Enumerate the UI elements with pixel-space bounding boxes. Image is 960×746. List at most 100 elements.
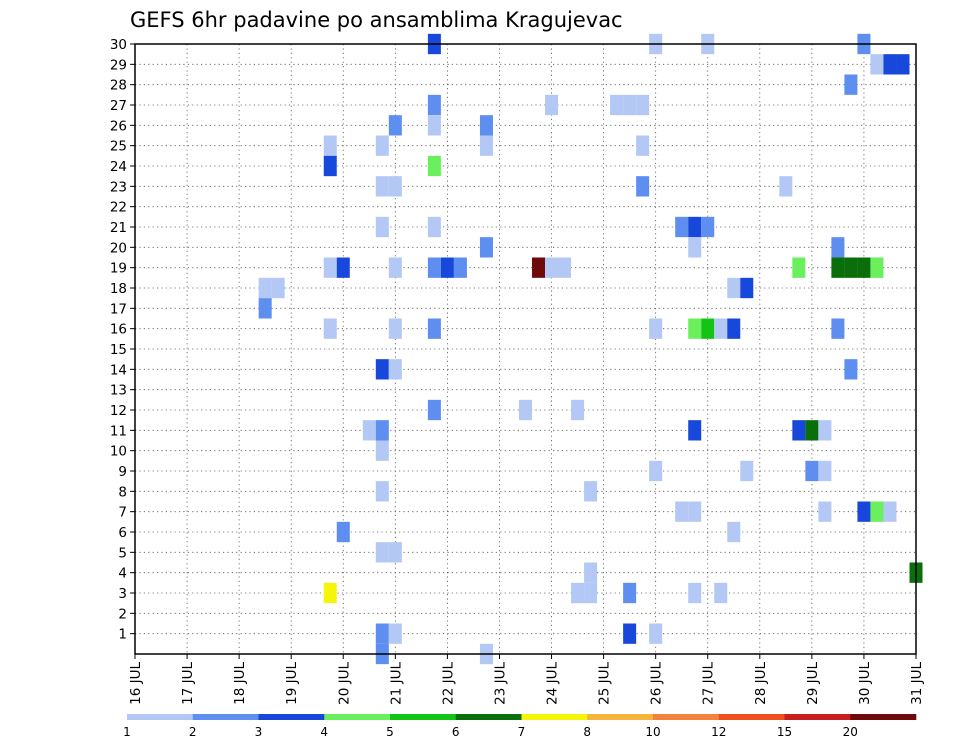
x-axis: 16 JUL 17 JUL 18 JUL 19 JUL 20 JUL 21 JUL 22 J…: [128, 654, 925, 705]
y-tick-label: 5: [118, 545, 127, 561]
x-tick-label: 16 JUL: [128, 662, 144, 705]
precip-cell: [818, 460, 832, 482]
colorbar-segment: [192, 714, 259, 720]
precip-cell: [323, 318, 337, 339]
y-tick-label: 24: [110, 159, 127, 175]
colorbar-label: 20: [843, 725, 858, 739]
precip-cell: [649, 460, 663, 482]
precip-cell: [818, 501, 832, 522]
precip-cell: [323, 155, 337, 177]
y-tick-label: 2: [118, 606, 127, 622]
colorbar-segment: [258, 714, 325, 720]
precip-cell: [623, 94, 637, 116]
precip-cell: [831, 237, 845, 258]
precip-cell: [584, 562, 598, 583]
x-tick-label: 25 JUL: [597, 662, 613, 705]
precip-cell: [323, 582, 337, 604]
precip-cell: [701, 318, 715, 339]
precip-cell: [375, 440, 389, 461]
chart-title: GEFS 6hr padavine po ansamblima Kragujev…: [130, 8, 623, 32]
y-tick-label: 21: [110, 220, 127, 236]
colorbar-label: 8: [583, 725, 591, 739]
colorbar-segment: [521, 714, 588, 720]
precip-cell: [388, 623, 402, 644]
colorbar-label: 6: [452, 725, 460, 739]
y-tick-label: 7: [118, 505, 127, 521]
colorbar-label: 10: [645, 725, 660, 739]
precip-cell: [375, 420, 389, 441]
precip-cell: [727, 521, 741, 543]
precip-cell: [440, 257, 454, 278]
y-tick-label: 28: [110, 78, 127, 94]
colorbar-label: 12: [711, 725, 726, 739]
precip-cell: [636, 135, 650, 156]
precip-cell: [805, 460, 819, 482]
x-tick-label: 17 JUL: [180, 662, 196, 705]
precip-cell: [323, 135, 337, 156]
x-tick-label: 24 JUL: [545, 662, 561, 705]
colorbar-label: 3: [255, 725, 263, 739]
precip-cell: [688, 216, 702, 238]
precip-cell: [740, 277, 754, 299]
precip-cell: [375, 623, 389, 644]
precip-cell: [375, 216, 389, 238]
precip-cell: [362, 420, 376, 441]
precip-cell: [870, 54, 884, 75]
y-tick-label: 8: [118, 484, 127, 500]
precip-cell: [388, 257, 402, 278]
precip-cell: [479, 115, 493, 136]
precip-cell: [896, 54, 910, 75]
precip-cell: [271, 277, 285, 299]
precip-cell: [727, 277, 741, 299]
colorbar-segment: [324, 714, 391, 720]
precip-cell: [688, 237, 702, 258]
y-tick-label: 15: [110, 342, 127, 358]
precip-cell: [545, 94, 559, 116]
y-tick-label: 18: [110, 281, 127, 297]
precip-cell: [675, 216, 689, 238]
precip-cell: [427, 94, 441, 116]
precip-cell: [375, 135, 389, 156]
y-tick-label: 16: [110, 322, 127, 338]
precip-cell: [427, 115, 441, 136]
x-tick-label: 28 JUL: [753, 662, 769, 705]
precip-cell: [623, 582, 637, 604]
colorbar-segment: [587, 714, 654, 720]
colorbar-label: 2: [189, 725, 197, 739]
x-tick-label: 30 JUL: [857, 662, 873, 705]
precip-cell: [831, 318, 845, 339]
precip-cell: [258, 277, 272, 299]
x-tick-label: 22 JUL: [440, 662, 456, 705]
precip-cell: [336, 521, 350, 543]
y-tick-label: 6: [118, 525, 127, 541]
precip-cell: [844, 74, 858, 95]
y-tick-label: 3: [118, 586, 127, 602]
precip-cell: [427, 257, 441, 278]
precip-cell: [792, 420, 806, 441]
precip-cell: [571, 399, 585, 421]
precip-cell: [727, 318, 741, 339]
precip-cell: [675, 501, 689, 522]
y-tick-label: 26: [110, 118, 127, 134]
y-tick-label: 22: [110, 200, 127, 216]
precip-cell: [388, 542, 402, 563]
x-tick-label: 27 JUL: [701, 662, 717, 705]
precip-cell: [844, 359, 858, 380]
colorbar-segment: [455, 714, 522, 720]
colorbar: 1 2 3 4 5 6 7 8 10 12 15 20: [123, 714, 917, 739]
x-tick-label: 19 JUL: [284, 662, 300, 705]
precip-cell: [558, 257, 572, 278]
precip-cell: [857, 501, 871, 522]
precip-cell: [518, 399, 533, 421]
precip-cell: [584, 481, 598, 502]
precip-cell: [323, 257, 337, 278]
precip-cell: [375, 359, 389, 380]
precip-cell: [805, 420, 819, 441]
precip-cell: [532, 257, 546, 278]
precip-cell: [883, 501, 897, 522]
precip-cell: [688, 582, 702, 604]
precip-cell: [610, 94, 624, 116]
colorbar-label: 1: [123, 725, 131, 739]
y-tick-label: 1: [118, 627, 127, 643]
